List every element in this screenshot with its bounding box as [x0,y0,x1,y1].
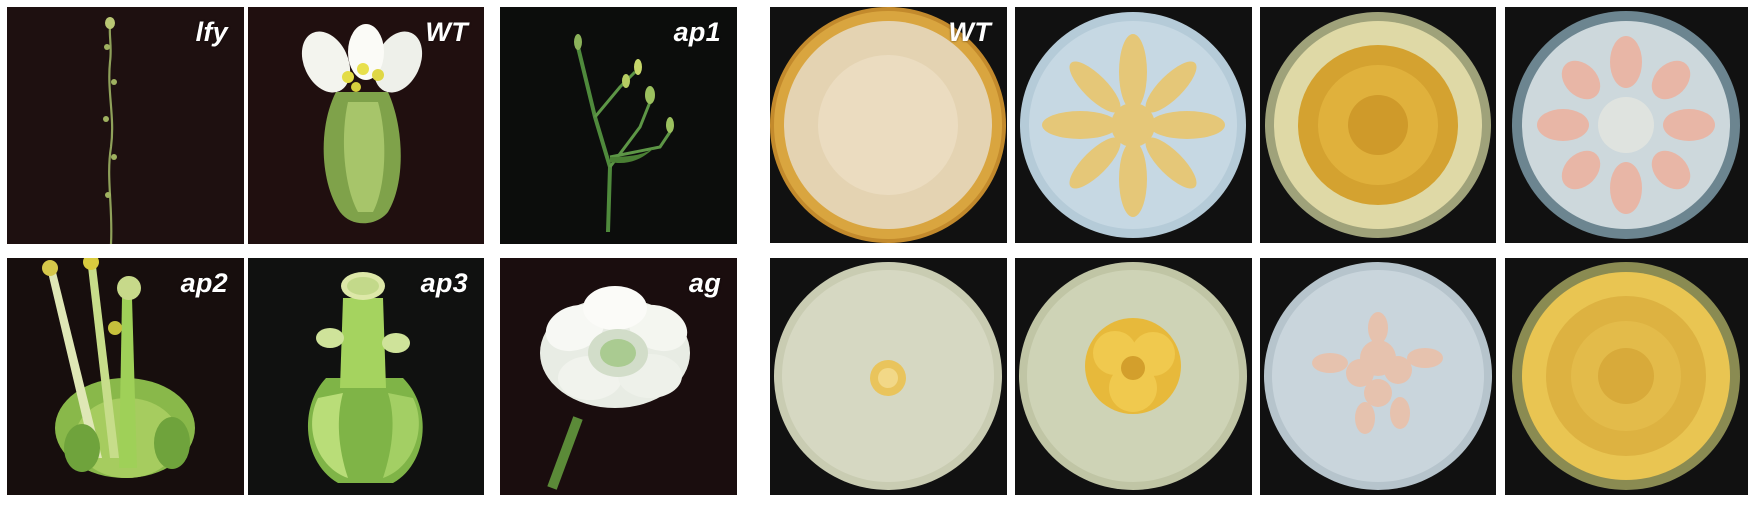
colony-lobed-yellow-plate-image [1019,262,1247,490]
colony-pink-irregular-plate-image [1264,262,1492,490]
colony-wt-plate-image [770,7,1006,243]
colony-panel-8 [1505,258,1748,495]
colony-radial-yellow-plate-image [1265,12,1491,238]
colony-branched-plate-image [1020,12,1246,238]
ag-flower-image [540,286,690,490]
ap1-inflorescence-image [574,34,674,233]
colony-panel-6 [1015,258,1252,495]
colony-panel-2 [1015,7,1252,243]
panel-label-wt-colony: WT [948,17,991,47]
colony-small-plate-image [774,262,1002,490]
flower-panel-ap3: ap3 [248,258,484,495]
ap2-flower-image [42,258,195,478]
colony-full-yellow-plate-image [1512,262,1740,490]
flower-panel-ag: ag [500,258,737,495]
wt-flower-image [301,24,423,224]
flower-panel-lfy: lfy [7,7,244,244]
colony-panel-4 [1505,7,1748,243]
flower-panel-ap1: ap1 [500,7,737,244]
colony-panel-5 [770,258,1007,495]
panel-label-lfy: lfy [195,17,228,47]
flower-panel-wt: WT [248,7,484,244]
panel-label-ag: ag [688,268,721,298]
flower-panel-ap2: ap2 [7,258,244,495]
lfy-inflorescence-image [103,17,117,244]
panel-label-ap2: ap2 [180,268,228,298]
panel-label-wt-flower: WT [425,17,468,47]
colony-pink-radial-plate-image [1512,11,1740,239]
colony-panel-7 [1260,258,1496,495]
panel-label-ap3: ap3 [420,268,468,298]
panel-label-ap1: ap1 [673,17,721,47]
colony-panel-3 [1260,7,1496,243]
colony-panel-1: WT [770,7,1007,243]
ap3-flower-image [307,272,423,483]
